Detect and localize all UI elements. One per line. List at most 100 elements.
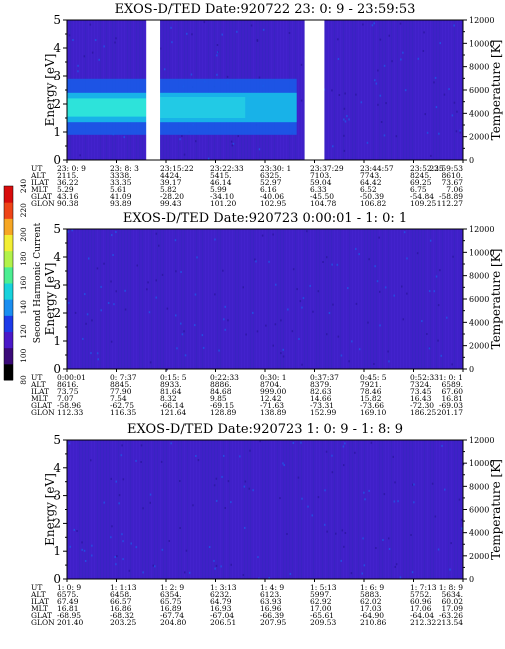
y2-tick-label: 4000 (469, 318, 489, 327)
orbit-row-label: MLT (31, 394, 48, 403)
orbit-cell: 60.96 (410, 597, 432, 606)
orbit-cell: 15.82 (360, 394, 382, 403)
orbit-cell: 17.09 (442, 604, 464, 613)
orbit-cell: 1: 0: 1 (439, 373, 463, 382)
orbit-cell: 8933. (160, 380, 181, 389)
orbit-cell: -63.26 (439, 611, 463, 620)
orbit-cell: 62.92 (310, 597, 332, 606)
orbit-cell: 23:22:33 (210, 164, 244, 173)
orbit-cell: -69.03 (439, 401, 463, 410)
orbit-cell: -67.74 (160, 611, 184, 620)
orbit-cell: 99.43 (160, 199, 182, 208)
orbit-cell: 14.66 (310, 394, 332, 403)
y-tick-label: 3 (53, 278, 61, 292)
orbit-cell: 5.99 (210, 185, 227, 194)
colorbar-segment (4, 234, 13, 252)
orbit-cell: 78.46 (360, 387, 382, 396)
orbit-cell: 5.82 (160, 185, 177, 194)
orbit-table: UT 0:00:01 0: 7:37 0:15: 5 0:22:33 0:30: 1 0:3… (30, 373, 463, 417)
y-tick-label: 4 (53, 250, 61, 264)
colorbar-tick-label: 200 (19, 227, 28, 242)
orbit-cell: 7743. (360, 171, 381, 180)
orbit-row-label: MLT (31, 604, 48, 613)
orbit-cell: 112.33 (57, 408, 83, 417)
orbit-cell: 36.22 (57, 178, 79, 187)
orbit-cell: 186.25 (410, 408, 436, 417)
y-tick-label: 5 (53, 433, 61, 447)
y2-tick-label: 10000 (469, 248, 494, 257)
colorbar: 80 100 120 140 160 180 200 220 240 Second Harmoni… (3, 179, 43, 385)
orbit-cell: 69.25 (410, 178, 432, 187)
orbit-cell: 212.32 (410, 618, 436, 627)
orbit-cell: -66.39 (260, 611, 284, 620)
colorbar-segment (4, 266, 13, 284)
y-tick-label: 3 (53, 69, 61, 83)
orbit-cell: 59.04 (310, 178, 332, 187)
orbit-cell: 93.89 (110, 199, 132, 208)
y2-tick-label: 2000 (469, 552, 489, 561)
orbit-cell: 1: 1:13 (110, 583, 137, 592)
orbit-cell: 4424. (160, 171, 181, 180)
orbit-row-label: ILAT (31, 178, 49, 187)
y2-tick-label: 8000 (469, 482, 489, 491)
orbit-cell: 73.75 (57, 387, 79, 396)
orbit-cell: 102.95 (260, 199, 286, 208)
orbit-cell: 3338. (110, 171, 131, 180)
y2-tick-label: 6000 (469, 506, 489, 515)
orbit-cell: 8845. (110, 380, 131, 389)
y2-tick-label: 4000 (469, 529, 489, 538)
orbit-cell: 39.17 (160, 178, 182, 187)
orbit-cell: 7.07 (57, 394, 74, 403)
panel-2: EXOS-D/TED Date:920723 0:00:01 - 1: 0: 1… (30, 211, 503, 417)
orbit-cell: 0:30: 1 (260, 373, 287, 382)
colorbar-segment (4, 331, 13, 349)
orbit-cell: -58.89 (439, 192, 463, 201)
colorbar-tick-label: 100 (19, 348, 28, 363)
orbit-cell: -73.31 (310, 401, 334, 410)
y-tick-label: 0 (53, 362, 61, 376)
y-axis-label: Energy [eV] (43, 473, 57, 546)
orbit-cell: 23:37:29 (310, 164, 344, 173)
orbit-cell: 17.06 (410, 604, 432, 613)
orbit-cell: 169.10 (360, 408, 386, 417)
colorbar-segment (4, 363, 13, 381)
orbit-cell: 109.25 (410, 199, 436, 208)
orbit-cell: 16.96 (260, 604, 282, 613)
orbit-cell: 6.75 (410, 185, 427, 194)
orbit-cell: -66.14 (160, 401, 184, 410)
orbit-cell: -54.84 (410, 192, 434, 201)
colorbar-segment (4, 299, 13, 316)
panel-3: EXOS-D/TED Date:920723 1: 0: 9 - 1: 8: 9… (30, 422, 503, 627)
orbit-cell: 63.93 (260, 597, 282, 606)
energy-band-3 (67, 98, 147, 117)
orbit-cell: 17.00 (310, 604, 332, 613)
y-tick-label: 2 (53, 97, 61, 111)
colorbar-tick-label: 80 (19, 375, 28, 385)
orbit-cell: 66.57 (110, 597, 132, 606)
orbit-table: UT 1: 0: 9 1: 1:13 1: 2: 9 1: 3:13 1: 4: 9 1: … (30, 583, 463, 627)
orbit-cell: 16.81 (442, 394, 463, 403)
orbit-cell: 8610. (442, 171, 463, 180)
orbit-cell: 138.89 (260, 408, 286, 417)
y2-axis-label: Temperature [K] (489, 40, 503, 141)
orbit-cell: -64.90 (360, 611, 384, 620)
orbit-cell: 1: 4: 9 (260, 583, 284, 592)
orbit-row-label: GLAT (31, 611, 52, 620)
orbit-cell: 64.42 (360, 178, 382, 187)
orbit-cell: 5634. (442, 590, 463, 599)
orbit-cell: 5.61 (110, 185, 127, 194)
orbit-cell: 5752. (410, 590, 431, 599)
orbit-cell: 84.68 (210, 387, 232, 396)
y2-axis-label: Temperature [K] (489, 459, 503, 560)
orbit-cell: 1: 8: 9 (439, 583, 463, 592)
orbit-cell: 204.80 (160, 618, 186, 627)
data-gap-2 (304, 20, 325, 160)
orbit-cell: 23: 8: 3 (110, 164, 139, 173)
orbit-cell: 64.79 (210, 597, 232, 606)
orbit-cell: 16.89 (160, 604, 182, 613)
orbit-cell: 206.51 (210, 618, 236, 627)
orbit-cell: 7324. (410, 380, 431, 389)
orbit-cell: 43.16 (57, 192, 79, 201)
orbit-cell: 0:45: 5 (360, 373, 387, 382)
